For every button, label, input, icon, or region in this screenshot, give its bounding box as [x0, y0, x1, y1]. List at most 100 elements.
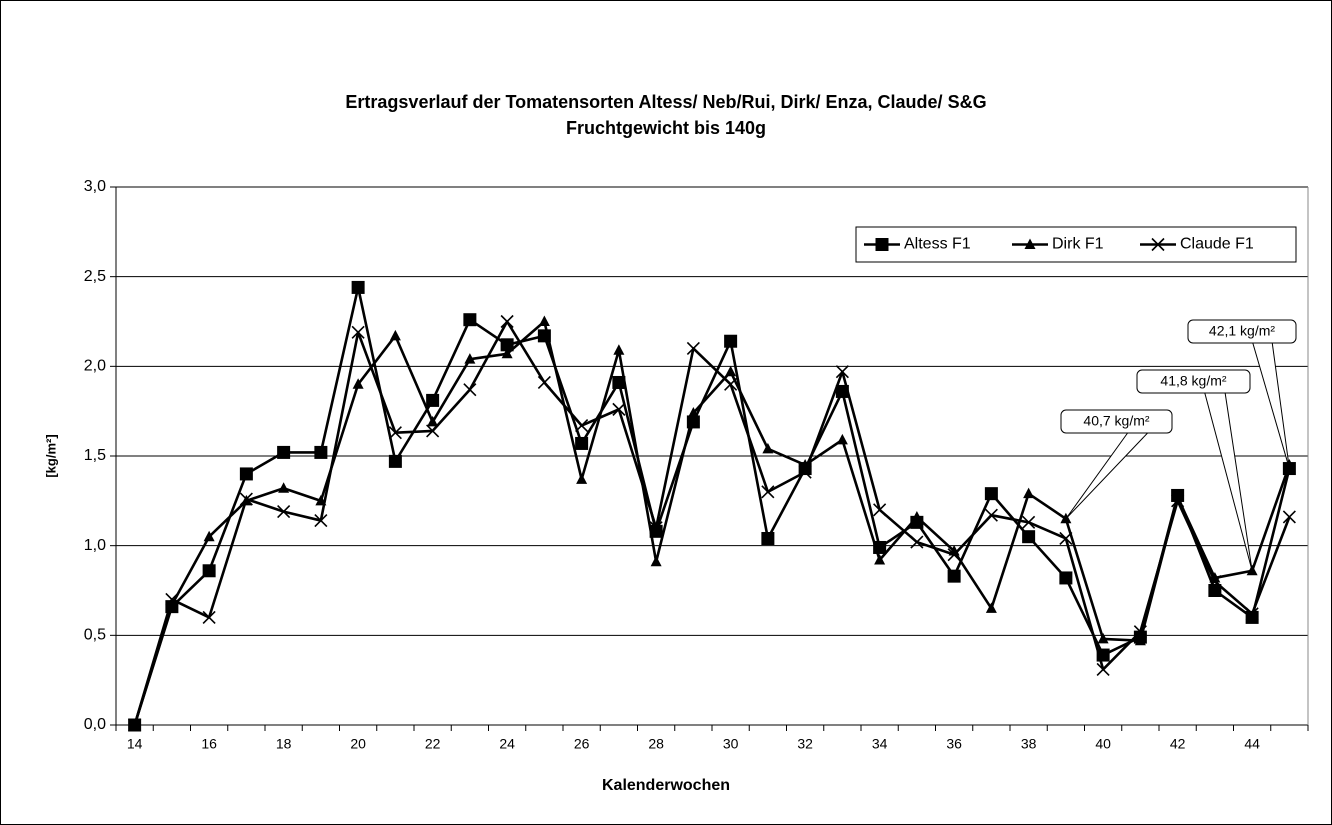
x-tick-label: 34	[872, 736, 888, 752]
marker-square	[426, 393, 440, 407]
marker-triangle	[985, 602, 997, 613]
marker-triangle	[874, 554, 886, 565]
marker-x	[537, 375, 551, 390]
marker-x	[277, 505, 291, 519]
marker-triangle	[278, 482, 290, 493]
marker-x	[1171, 494, 1185, 508]
marker-square	[500, 338, 514, 352]
callout-pointer	[1204, 392, 1253, 571]
marker-triangle	[687, 406, 699, 418]
marker-x	[1133, 625, 1147, 639]
marker-square	[351, 280, 365, 294]
marker-triangle	[911, 510, 923, 522]
marker-x	[463, 383, 477, 397]
marker-square	[761, 531, 775, 545]
marker-x	[426, 424, 440, 438]
marker-x	[649, 521, 663, 535]
marker-x	[686, 341, 700, 355]
marker-square	[612, 375, 626, 389]
marker-x	[612, 402, 626, 416]
marker-x	[1096, 662, 1110, 676]
marker-square	[239, 467, 253, 481]
series-line	[133, 320, 1291, 726]
marker-square	[984, 487, 998, 501]
y-tick-label: 0,0	[84, 716, 106, 733]
legend-label: Altess F1	[904, 236, 971, 253]
marker-square	[724, 334, 738, 348]
series-line	[133, 286, 1291, 726]
y-tick-label: 3,0	[84, 178, 106, 195]
x-tick-label: 32	[797, 736, 813, 752]
marker-triangle	[352, 378, 364, 389]
marker-square	[649, 524, 663, 538]
series-line	[133, 320, 1291, 726]
legend-marker	[1024, 238, 1036, 249]
x-tick-label: 16	[201, 736, 217, 752]
callout-pointer	[1252, 342, 1290, 469]
marker-x	[575, 418, 589, 433]
y-axis-title: [kg/m²]	[43, 434, 58, 477]
legend-marker	[875, 238, 889, 251]
marker-triangle	[1023, 487, 1035, 499]
marker-square	[1022, 530, 1036, 544]
marker-x	[761, 485, 775, 499]
marker-x	[202, 610, 216, 624]
marker-square	[1208, 584, 1222, 597]
x-tick-label: 20	[350, 736, 366, 752]
x-tick-label: 42	[1170, 736, 1186, 752]
x-tick-label: 40	[1095, 736, 1111, 752]
marker-triangle	[650, 555, 662, 567]
marker-x	[388, 426, 402, 440]
marker-x	[798, 465, 812, 479]
marker-square	[835, 384, 849, 398]
x-tick-label: 22	[425, 736, 441, 752]
marker-x	[351, 325, 365, 339]
marker-square	[314, 445, 328, 459]
callout-box	[1060, 409, 1173, 434]
marker-x	[835, 365, 849, 379]
y-tick-label: 2,0	[84, 358, 106, 375]
marker-square	[686, 415, 700, 429]
annotation: 40,7 kg/m²	[1083, 413, 1149, 429]
marker-x	[873, 503, 887, 517]
callout: 42,1 kg/m²	[1187, 319, 1297, 469]
marker-triangle	[203, 530, 215, 542]
marker-triangle	[166, 598, 178, 610]
marker-square	[202, 564, 216, 578]
x-tick-label: 38	[1021, 736, 1037, 752]
callout-box	[1136, 369, 1251, 394]
chart-title: Ertragsverlauf der Tomatensorten Altess/…	[345, 92, 986, 112]
marker-x	[947, 548, 961, 562]
marker-triangle	[799, 458, 811, 470]
x-axis-title: Kalenderwochen	[602, 777, 730, 794]
callout-pointer	[1065, 432, 1148, 520]
marker-square	[277, 445, 291, 459]
legend-label: Dirk F1	[1052, 236, 1104, 253]
callout-box	[1187, 319, 1297, 344]
annotation: 41,8 kg/m²	[1160, 373, 1226, 389]
marker-x	[500, 314, 514, 329]
marker-square	[1059, 571, 1073, 585]
x-tick-label: 14	[127, 736, 143, 752]
marker-x	[1245, 607, 1259, 621]
marker-triangle	[1283, 458, 1295, 470]
marker-x	[724, 377, 738, 391]
marker-triangle	[389, 329, 401, 341]
x-tick-label: 44	[1244, 736, 1260, 752]
marker-x	[314, 513, 328, 528]
y-tick-label: 2,5	[84, 268, 106, 285]
marker-x	[1022, 515, 1036, 529]
marker-triangle	[576, 473, 588, 484]
annotation: 42,1 kg/m²	[1209, 323, 1275, 339]
x-tick-label: 26	[574, 736, 590, 752]
marker-square	[947, 569, 961, 583]
marker-x	[239, 492, 253, 506]
marker-triangle	[538, 315, 550, 326]
marker-x	[910, 535, 924, 549]
marker-x	[1208, 574, 1222, 589]
marker-square	[575, 436, 589, 450]
y-tick-label: 1,5	[84, 447, 106, 464]
x-tick-label: 30	[723, 736, 739, 752]
marker-x	[1059, 531, 1073, 546]
